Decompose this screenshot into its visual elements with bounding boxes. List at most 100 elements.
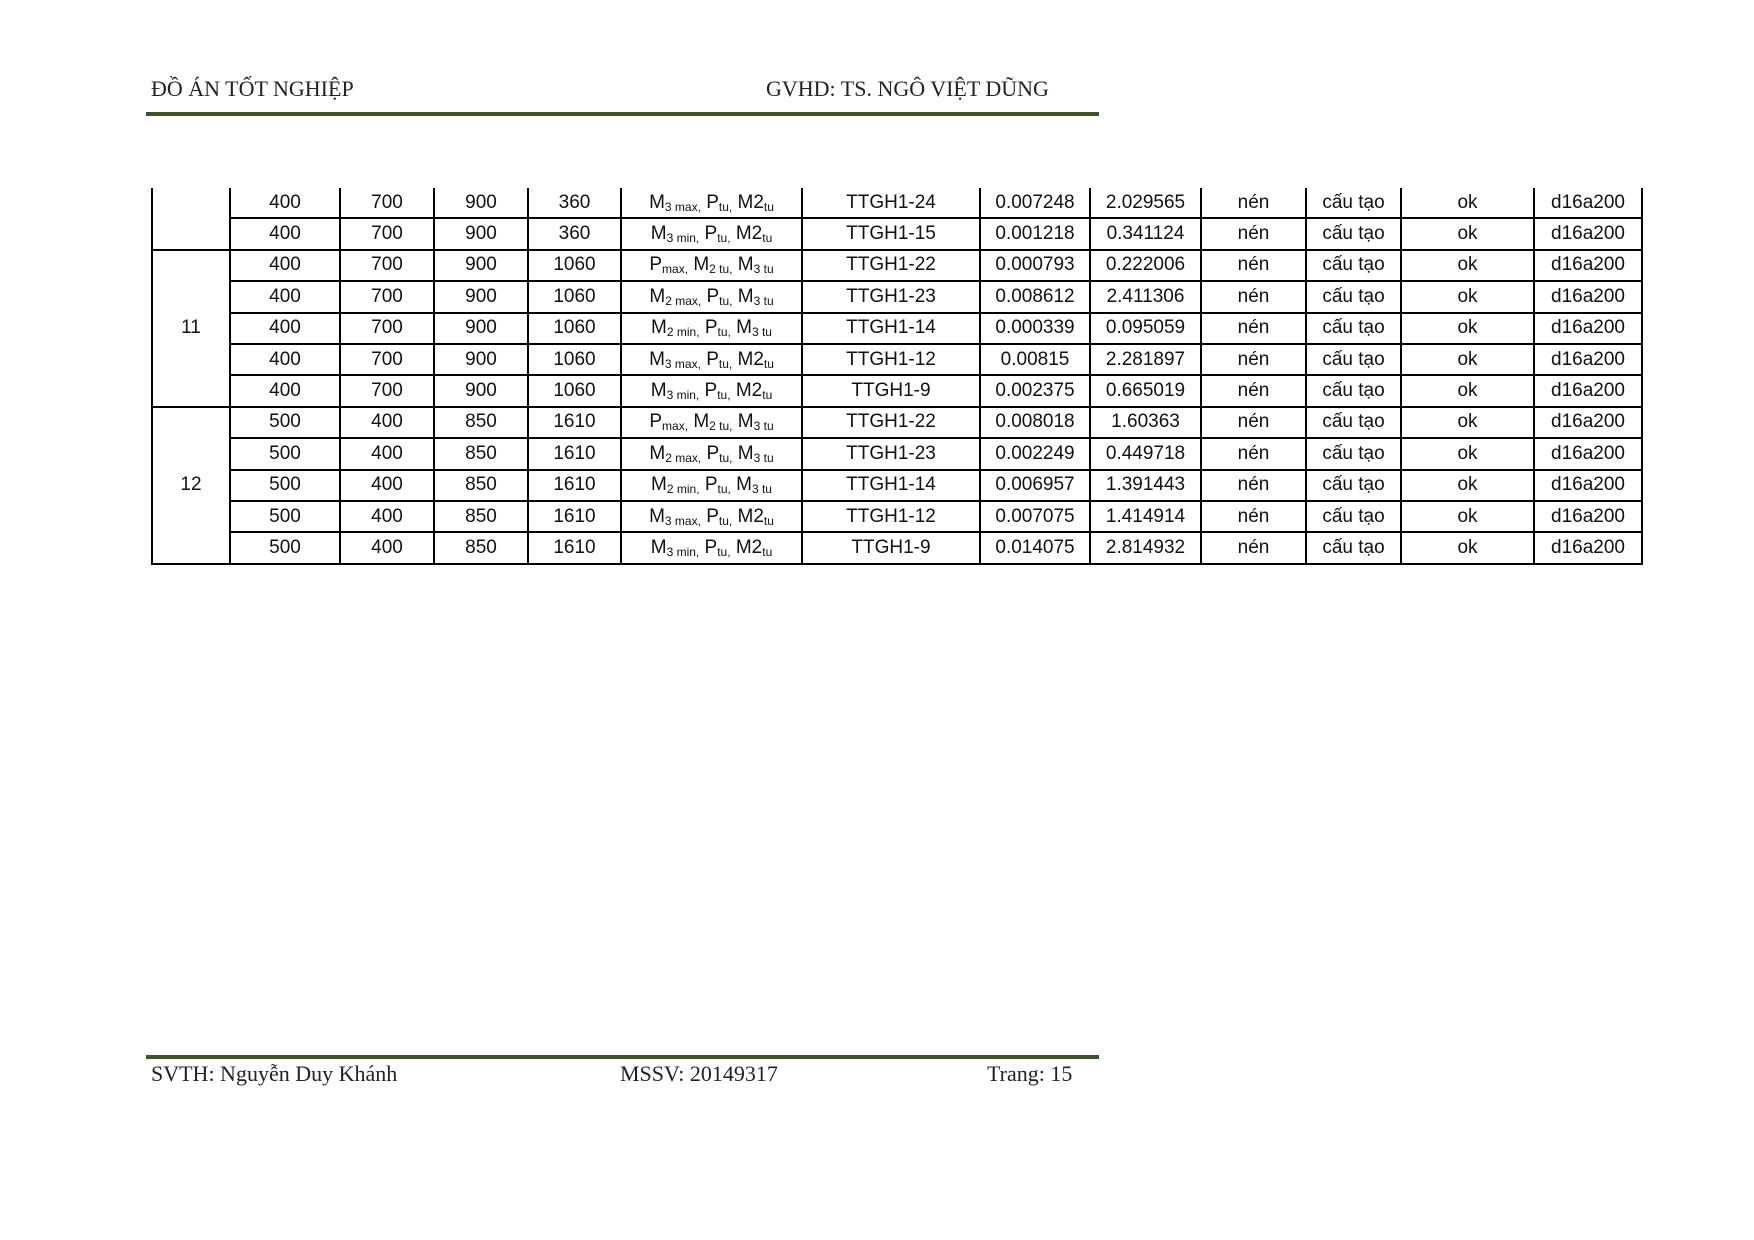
cell-h: 400 [339, 499, 435, 534]
cell-type: nén [1200, 405, 1307, 440]
load-symbol: M2 [737, 348, 764, 370]
cell-b: 500 [229, 499, 341, 534]
cell-h: 700 [339, 342, 435, 377]
load-subscript: 2 min, [666, 482, 700, 497]
load-subscript: 3 tu [753, 293, 774, 308]
load-subscript: 2 tu, [709, 419, 733, 434]
cell-b: 500 [229, 468, 341, 502]
cell-check: ok [1400, 468, 1535, 502]
table-row: 400 700 900 360 M3 min, Ptu, M2tu TTGH1-15 0.0… [152, 217, 1643, 251]
cell-combination: TTGH1-15 [801, 217, 981, 251]
cell-l: 850 [433, 405, 529, 440]
load-subscript: 3 max, [664, 356, 701, 371]
table-row: 500 400 850 1610 M2 max, Ptu, M3 tu TTGH1-23 0… [152, 437, 1643, 471]
load-subscript: tu, [717, 231, 731, 246]
load-subscript: 3 min, [666, 544, 700, 559]
table-body: 400 700 900 360 M3 max, Ptu, M2tu TTGH1-24 0.0… [151, 188, 1643, 565]
cell-b: 400 [229, 342, 341, 377]
load-symbol: P [706, 191, 719, 213]
group-label: 11 [151, 248, 231, 408]
load-symbol: M2 [735, 223, 763, 245]
cell-ratio: 0.007248 [979, 188, 1091, 220]
cell-check: ok [1400, 311, 1535, 345]
cell-load-combo: Pmax, M2 tu, M3 tu [620, 248, 803, 283]
cell-ratio: 0.007075 [979, 499, 1091, 534]
cell-design: cấu tạo [1305, 405, 1402, 440]
load-symbol: M [651, 474, 667, 496]
cell-design: cấu tạo [1305, 311, 1402, 345]
cell-b: 500 [229, 405, 341, 440]
cell-combination: TTGH1-22 [801, 248, 981, 283]
cell-length: 1610 [527, 405, 622, 440]
cell-combination: TTGH1-12 [801, 499, 981, 534]
cell-load-combo: M3 max, Ptu, M2tu [620, 499, 803, 534]
load-symbol: M2 [735, 380, 763, 402]
cell-l: 900 [433, 188, 529, 220]
cell-type: nén [1200, 342, 1307, 377]
cell-l: 900 [433, 248, 529, 283]
table-row: 500 400 850 1610 M3 max, Ptu, M2tu TTGH1-12 0.… [152, 499, 1643, 534]
cell-rebar: d16a200 [1533, 374, 1643, 408]
load-subscript: tu, [718, 199, 733, 214]
cell-load-combo: M2 max, Ptu, M3 tu [620, 280, 803, 314]
footer-page-number: Trang: 15 [987, 1061, 1073, 1086]
cell-ratio: 0.002375 [979, 374, 1091, 408]
cell-type: nén [1200, 437, 1307, 471]
load-symbol: M2 [737, 191, 764, 213]
cell-l: 850 [433, 468, 529, 502]
cell-length: 1610 [527, 468, 622, 502]
cell-length: 1060 [527, 280, 622, 314]
load-symbol: P [704, 223, 718, 245]
table-row: 400 700 900 1060 M3 min, Ptu, M2tu TTGH1-9 0.0… [152, 374, 1643, 408]
load-symbol: M [649, 285, 666, 307]
cell-combination: TTGH1-14 [801, 468, 981, 502]
cell-area: 2.814932 [1089, 531, 1202, 565]
load-symbol: M [650, 380, 667, 402]
load-subscript: tu [762, 388, 773, 403]
cell-l: 900 [433, 217, 529, 251]
cell-type: nén [1200, 217, 1307, 251]
cell-ratio: 0.001218 [979, 217, 1091, 251]
cell-check: ok [1400, 374, 1535, 408]
cell-type: nén [1200, 188, 1307, 220]
cell-length: 360 [527, 217, 622, 251]
header-advisor: GVHD: TS. NGÔ VIỆT DŨNG [766, 76, 1049, 101]
cell-combination: TTGH1-14 [801, 311, 981, 345]
header-title: ĐỒ ÁN TỐT NGHIỆP [151, 76, 354, 101]
cell-rebar: d16a200 [1533, 499, 1643, 534]
load-symbol: M [649, 191, 665, 213]
cell-check: ok [1400, 437, 1535, 471]
load-subscript: tu, [717, 388, 731, 403]
load-subscript: 3 max, [664, 513, 701, 528]
cell-design: cấu tạo [1305, 374, 1402, 408]
cell-length: 1610 [527, 499, 622, 534]
load-subscript: tu, [719, 450, 733, 465]
cell-b: 400 [229, 280, 341, 314]
footer-student-id: MSSV: 20149317 [620, 1061, 778, 1086]
cell-area: 2.029565 [1089, 188, 1202, 220]
cell-l: 850 [433, 437, 529, 471]
cell-check: ok [1400, 342, 1535, 377]
footer-rule [146, 1055, 1099, 1059]
load-subscript: 2 max, [665, 293, 702, 308]
load-symbol: M2 [737, 505, 764, 527]
cell-combination: TTGH1-9 [801, 531, 981, 565]
cell-load-combo: Pmax, M2 tu, M3 tu [620, 405, 803, 440]
load-subscript: max, [662, 419, 689, 434]
load-subscript: 3 min, [666, 231, 700, 246]
load-symbol: P [706, 505, 719, 527]
cell-area: 0.341124 [1089, 217, 1202, 251]
load-symbol: P [704, 536, 718, 558]
table-row: 400 700 900 360 M3 max, Ptu, M2tu TTGH1-24 0.0… [151, 188, 1643, 251]
cell-length: 1060 [527, 374, 622, 408]
cell-load-combo: M3 min, Ptu, M2tu [620, 374, 803, 408]
load-subscript: 2 tu, [709, 262, 733, 277]
cell-design: cấu tạo [1305, 531, 1402, 565]
cell-type: nén [1200, 499, 1307, 534]
table-row: 400 700 900 1060 M2 min, Ptu, M3 tu TTGH1-14 0… [152, 311, 1643, 345]
cell-combination: TTGH1-23 [801, 437, 981, 471]
cell-type: nén [1200, 248, 1307, 283]
cell-type: nén [1200, 531, 1307, 565]
cell-b: 400 [229, 311, 341, 345]
load-symbol: M [650, 223, 667, 245]
